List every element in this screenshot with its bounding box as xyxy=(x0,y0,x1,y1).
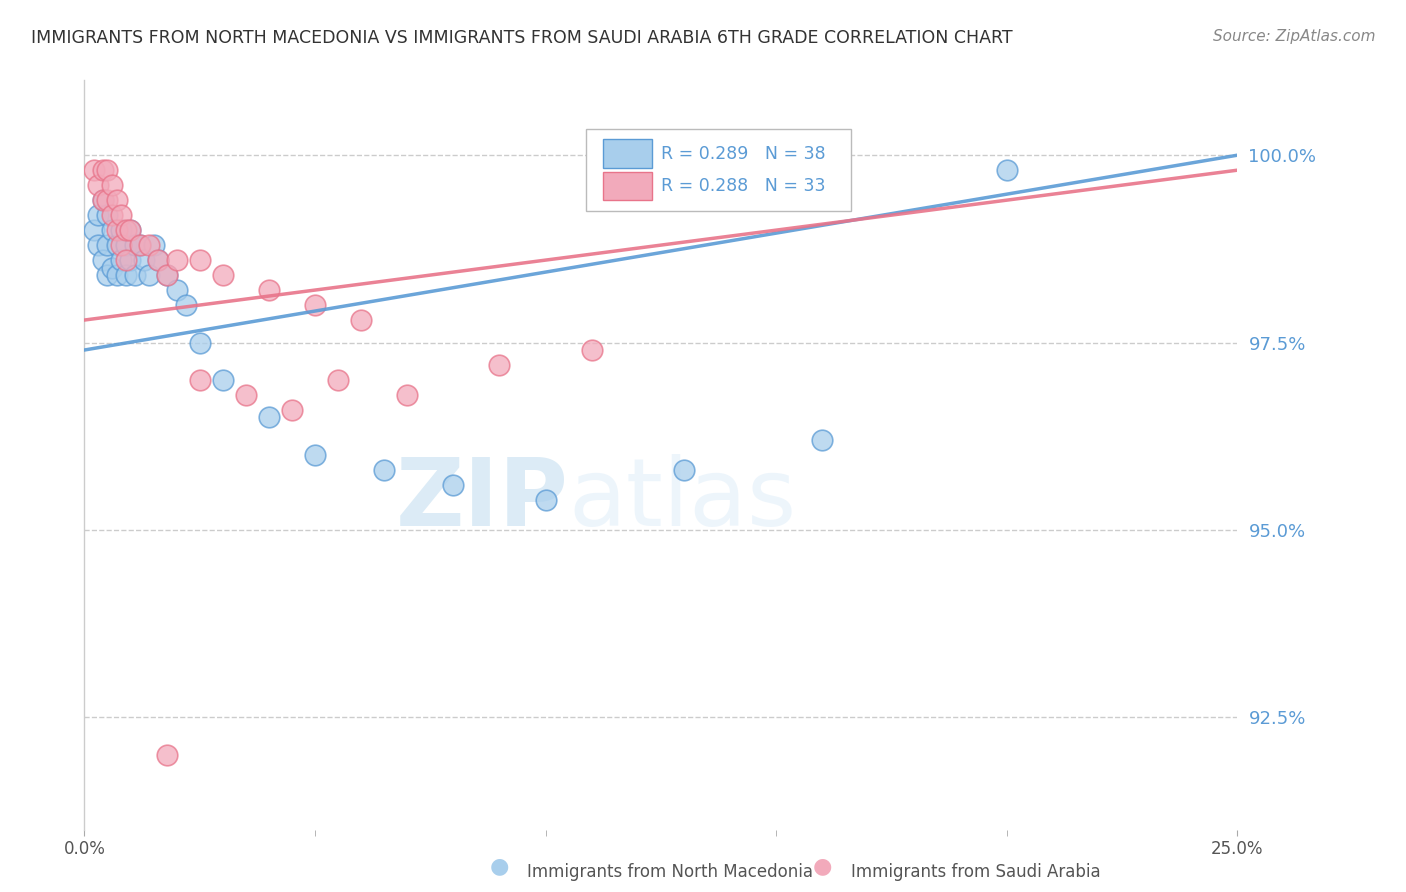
Point xyxy=(115,253,138,268)
Point xyxy=(257,410,280,425)
FancyBboxPatch shape xyxy=(603,139,651,168)
Point xyxy=(105,193,128,207)
Point xyxy=(188,335,211,350)
Point xyxy=(87,178,110,193)
Point xyxy=(96,163,118,178)
Point xyxy=(101,223,124,237)
Point xyxy=(83,163,105,178)
Point xyxy=(115,238,138,252)
Point xyxy=(120,253,142,268)
Point xyxy=(96,193,118,207)
Text: ●: ● xyxy=(489,856,509,876)
Point xyxy=(396,388,419,402)
Point xyxy=(672,463,695,477)
Point xyxy=(87,208,110,222)
Point xyxy=(110,223,132,237)
Point xyxy=(91,193,114,207)
Point xyxy=(304,448,326,462)
Point xyxy=(235,388,257,402)
Point xyxy=(281,403,304,417)
Text: Immigrants from North Macedonia: Immigrants from North Macedonia xyxy=(527,863,813,881)
Text: R = 0.289   N = 38: R = 0.289 N = 38 xyxy=(661,145,825,162)
Point xyxy=(105,238,128,252)
Point xyxy=(373,463,395,477)
Point xyxy=(995,163,1018,178)
Point xyxy=(534,492,557,507)
Point xyxy=(96,208,118,222)
Point xyxy=(441,478,464,492)
Point xyxy=(304,298,326,312)
Text: ZIP: ZIP xyxy=(395,454,568,546)
Point xyxy=(110,238,132,252)
Point xyxy=(124,238,146,252)
Point xyxy=(166,253,188,268)
Point xyxy=(120,223,142,237)
FancyBboxPatch shape xyxy=(586,129,851,211)
Point xyxy=(188,373,211,387)
Text: Immigrants from Saudi Arabia: Immigrants from Saudi Arabia xyxy=(851,863,1101,881)
Point xyxy=(87,238,110,252)
Point xyxy=(110,208,132,222)
Point xyxy=(96,268,118,282)
Point xyxy=(811,433,834,447)
Point xyxy=(138,238,160,252)
Point xyxy=(83,223,105,237)
FancyBboxPatch shape xyxy=(603,171,651,200)
Point xyxy=(257,283,280,297)
Point xyxy=(142,238,165,252)
Point xyxy=(174,298,197,312)
Point xyxy=(105,223,128,237)
Point xyxy=(124,268,146,282)
Point xyxy=(156,268,179,282)
Point xyxy=(96,238,118,252)
Point xyxy=(105,268,128,282)
Point xyxy=(128,238,150,252)
Point xyxy=(91,163,114,178)
Text: IMMIGRANTS FROM NORTH MACEDONIA VS IMMIGRANTS FROM SAUDI ARABIA 6TH GRADE CORREL: IMMIGRANTS FROM NORTH MACEDONIA VS IMMIG… xyxy=(31,29,1012,46)
Text: R = 0.288   N = 33: R = 0.288 N = 33 xyxy=(661,177,825,195)
Point xyxy=(110,253,132,268)
Point xyxy=(101,208,124,222)
Point xyxy=(581,343,603,357)
Text: atlas: atlas xyxy=(568,454,797,546)
Point xyxy=(488,358,510,372)
Point xyxy=(138,268,160,282)
Point xyxy=(146,253,169,268)
Text: Source: ZipAtlas.com: Source: ZipAtlas.com xyxy=(1212,29,1375,44)
Point xyxy=(115,268,138,282)
Point xyxy=(166,283,188,297)
Point xyxy=(188,253,211,268)
Point xyxy=(350,313,373,327)
Point xyxy=(128,238,150,252)
Point xyxy=(211,373,233,387)
Point xyxy=(134,253,156,268)
Point xyxy=(101,178,124,193)
Point xyxy=(326,373,349,387)
Point xyxy=(211,268,233,282)
Point xyxy=(91,253,114,268)
Point xyxy=(120,223,142,237)
Point xyxy=(156,747,179,762)
Point xyxy=(146,253,169,268)
Text: ●: ● xyxy=(813,856,832,876)
Point xyxy=(115,223,138,237)
Point xyxy=(156,268,179,282)
Point xyxy=(91,193,114,207)
Point xyxy=(101,260,124,275)
